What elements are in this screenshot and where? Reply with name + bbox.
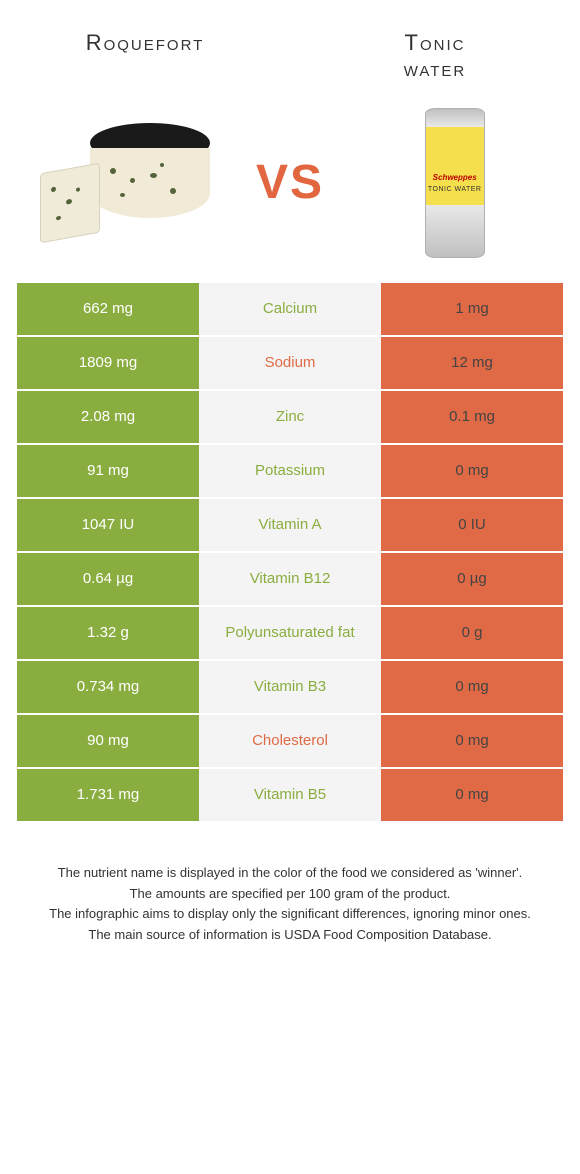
right-value: 0 mg xyxy=(381,445,563,499)
nutrient-label: Vitamin B3 xyxy=(199,661,381,715)
nutrient-label: Calcium xyxy=(199,283,381,337)
left-value: 1047 IU xyxy=(17,499,199,553)
footer-line: The nutrient name is displayed in the co… xyxy=(40,863,540,884)
table-row: 2.08 mgZinc0.1 mg xyxy=(17,391,563,445)
title-right-line1: Tonic xyxy=(405,30,466,55)
nutrient-label: Sodium xyxy=(199,337,381,391)
right-value: 0 µg xyxy=(381,553,563,607)
nutrient-label: Zinc xyxy=(199,391,381,445)
right-value: 0 mg xyxy=(381,715,563,769)
nutrient-label: Vitamin B5 xyxy=(199,769,381,823)
table-row: 90 mgCholesterol0 mg xyxy=(17,715,563,769)
nutrient-label: Polyunsaturated fat xyxy=(199,607,381,661)
left-value: 662 mg xyxy=(17,283,199,337)
left-food-image xyxy=(35,103,215,263)
nutrient-label: Vitamin A xyxy=(199,499,381,553)
footer-line: The infographic aims to display only the… xyxy=(40,904,540,925)
vs-label: VS xyxy=(256,155,324,210)
table-row: 1047 IUVitamin A0 IU xyxy=(17,499,563,553)
title-right-line2: water xyxy=(404,56,467,81)
right-value: 0 mg xyxy=(381,661,563,715)
titles-row: Roquefort Tonic water xyxy=(0,0,580,93)
table-row: 1809 mgSodium12 mg xyxy=(17,337,563,391)
can-sub: TONIC WATER xyxy=(428,186,482,193)
nutrient-table: 662 mgCalcium1 mg1809 mgSodium12 mg2.08 … xyxy=(17,283,563,823)
left-value: 1809 mg xyxy=(17,337,199,391)
footer-line: The main source of information is USDA F… xyxy=(40,925,540,946)
can-brand: Schweppes xyxy=(433,173,477,182)
table-row: 662 mgCalcium1 mg xyxy=(17,283,563,337)
footer-line: The amounts are specified per 100 gram o… xyxy=(40,884,540,905)
left-value: 91 mg xyxy=(17,445,199,499)
nutrient-label: Potassium xyxy=(199,445,381,499)
left-value: 90 mg xyxy=(17,715,199,769)
nutrient-label: Cholesterol xyxy=(199,715,381,769)
footer-notes: The nutrient name is displayed in the co… xyxy=(40,863,540,946)
right-value: 1 mg xyxy=(381,283,563,337)
right-value: 0 mg xyxy=(381,769,563,823)
right-food-image: Schweppes TONIC WATER xyxy=(365,103,545,263)
table-row: 0.64 µgVitamin B120 µg xyxy=(17,553,563,607)
table-row: 0.734 mgVitamin B30 mg xyxy=(17,661,563,715)
table-row: 91 mgPotassium0 mg xyxy=(17,445,563,499)
left-value: 1.32 g xyxy=(17,607,199,661)
right-value: 12 mg xyxy=(381,337,563,391)
nutrient-label: Vitamin B12 xyxy=(199,553,381,607)
left-value: 2.08 mg xyxy=(17,391,199,445)
right-value: 0.1 mg xyxy=(381,391,563,445)
right-value: 0 g xyxy=(381,607,563,661)
images-row: VS Schweppes TONIC WATER xyxy=(0,93,580,283)
left-value: 0.734 mg xyxy=(17,661,199,715)
right-value: 0 IU xyxy=(381,499,563,553)
title-right: Tonic water xyxy=(290,30,580,83)
left-value: 1.731 mg xyxy=(17,769,199,823)
left-value: 0.64 µg xyxy=(17,553,199,607)
table-row: 1.32 gPolyunsaturated fat0 g xyxy=(17,607,563,661)
table-row: 1.731 mgVitamin B50 mg xyxy=(17,769,563,823)
title-left: Roquefort xyxy=(0,30,290,83)
